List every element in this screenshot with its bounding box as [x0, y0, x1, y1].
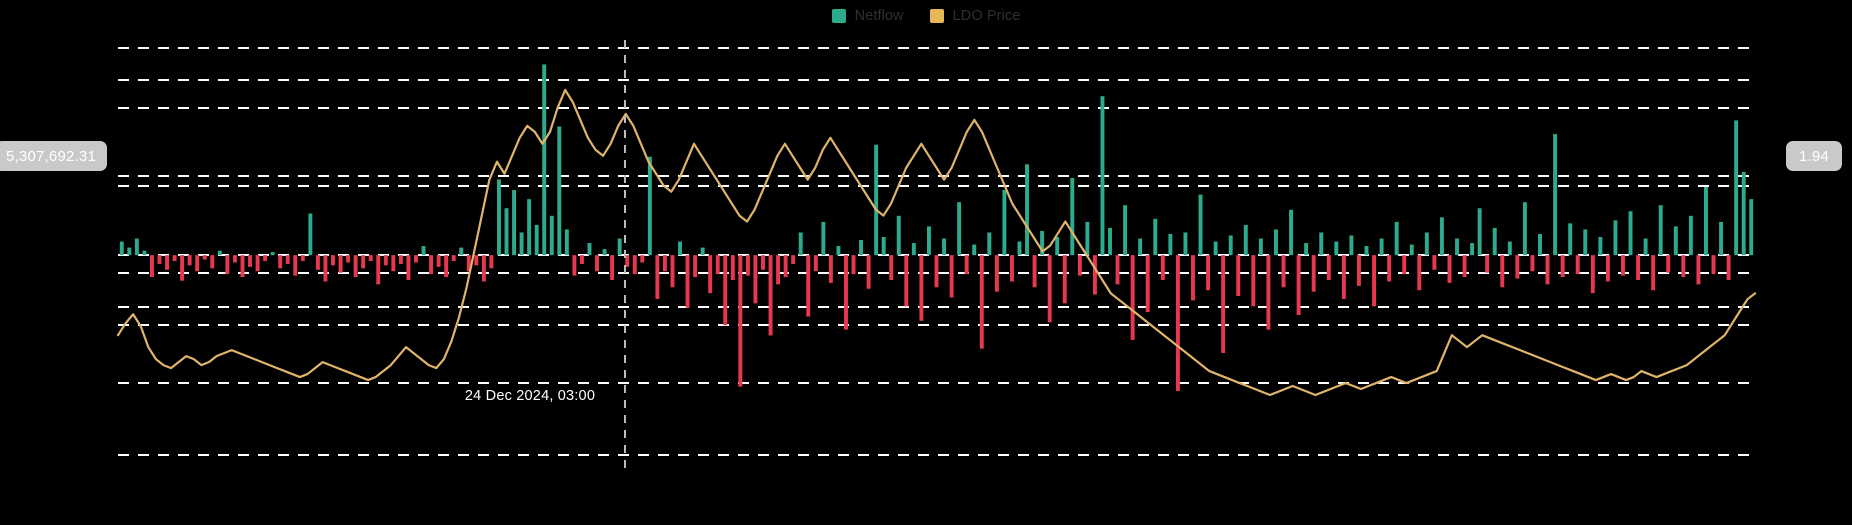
right-axis-value-badge: 1.94 — [1786, 141, 1842, 171]
gridlines — [118, 47, 1755, 456]
legend-swatch-ldo-price-icon — [929, 9, 944, 23]
legend-swatch-netflow-icon — [831, 9, 846, 23]
left-axis-value-badge: 5,307,692.31 — [0, 141, 107, 171]
legend-label-ldo-price: LDO Price — [952, 7, 1021, 24]
legend-label-netflow: Netflow — [854, 7, 904, 24]
chart-legend: Netflow LDO Price — [0, 5, 1852, 27]
legend-item-netflow[interactable]: Netflow — [831, 7, 904, 24]
netflow-bar-series — [119, 64, 1754, 391]
legend-item-ldo-price[interactable]: LDO Price — [929, 7, 1021, 24]
ldo-price-line-series — [116, 88, 1757, 397]
